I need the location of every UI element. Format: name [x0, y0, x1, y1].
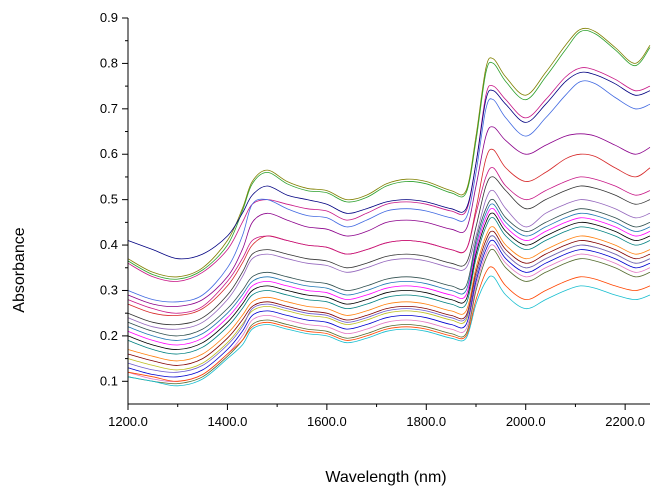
y-tick-label: 0.1 [100, 373, 118, 388]
spectrum-line-3 [127, 67, 651, 282]
x-tick-label: 1400.0 [208, 414, 248, 429]
spectrum-line-9 [127, 189, 651, 330]
spectrum-line-6 [127, 126, 651, 308]
x-tick-label: 1600.0 [307, 414, 347, 429]
y-tick-label: 0.4 [100, 237, 118, 252]
y-tick-label: 0.7 [100, 101, 118, 116]
spectrum-line-7 [127, 148, 651, 317]
spectrum-line-5 [127, 80, 651, 303]
y-tick-label: 0.3 [100, 282, 118, 297]
spectrum-line-12 [127, 212, 651, 350]
spectrum-line-21 [127, 266, 651, 382]
spectrum-line-13 [127, 217, 651, 355]
spectrum-line-8 [127, 176, 651, 326]
y-tick-label: 0.5 [100, 192, 118, 207]
spectrum-line-23 [127, 198, 651, 337]
spectrum-line-14 [127, 226, 651, 362]
x-tick-label: 1800.0 [406, 414, 446, 429]
y-tick-label: 0.2 [100, 328, 118, 343]
x-axis-title: Wavelength (nm) [325, 469, 446, 486]
spectrum-line-15 [127, 230, 651, 366]
spectrum-line-22 [127, 235, 651, 373]
spectrum-line-2 [127, 29, 651, 280]
x-tick-label: 2200.0 [605, 414, 645, 429]
x-tick-label: 1200.0 [108, 414, 148, 429]
x-tick-label: 2000.0 [506, 414, 546, 429]
spectrum-line-10 [127, 203, 651, 341]
y-tick-label: 0.9 [100, 10, 118, 25]
spectrum-line-24 [127, 167, 651, 314]
tick-layer: 0.1 0.2 0.3 0.4 0.5 0.6 0.7 0.8 0.9 1200.0 1400.0 1… [100, 10, 645, 429]
y-axis-title: Absorbance [11, 227, 28, 312]
spectrum-line-4 [127, 71, 651, 260]
spectrum-line-17 [127, 239, 651, 378]
y-tick-label: 0.8 [100, 55, 118, 70]
spectrum-line-20 [127, 275, 651, 387]
spectrum-line-11 [127, 207, 651, 346]
spectrum-line-1 [127, 27, 651, 278]
series-layer [127, 27, 651, 387]
spectrum-line-18 [127, 244, 651, 382]
y-tick-label: 0.6 [100, 146, 118, 161]
